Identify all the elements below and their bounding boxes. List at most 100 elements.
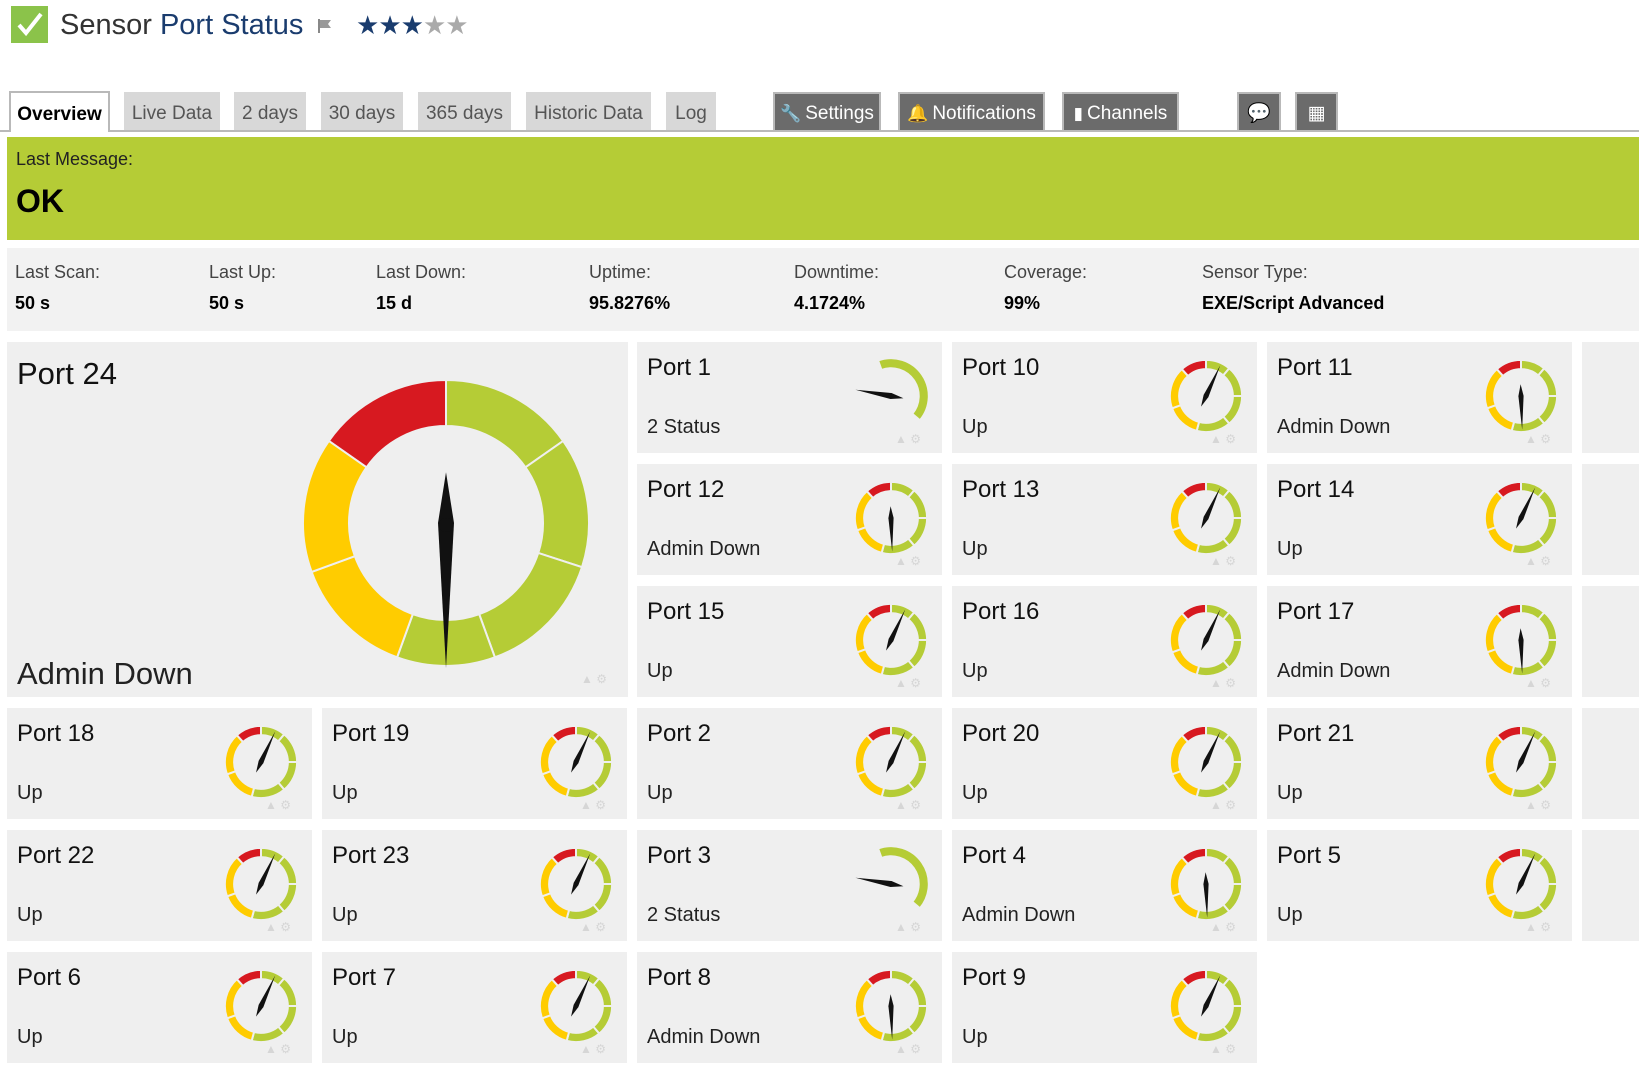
pin-settings-icon[interactable]: ▲ ⚙ (265, 920, 291, 934)
channel-tile[interactable]: Port 23 Up ▲ ⚙ (322, 830, 627, 941)
channel-gauge-icon (853, 480, 929, 556)
pin-settings-icon[interactable]: ▲ ⚙ (895, 676, 921, 690)
channel-name: Port 8 (647, 964, 712, 991)
channel-name: Port 5 (1277, 842, 1342, 869)
channel-name: Port 6 (17, 964, 82, 991)
stat-last-up: Last Up: 50 s (209, 262, 276, 314)
pin-settings-icon[interactable]: ▲ ⚙ (1525, 798, 1551, 812)
pin-settings-icon[interactable]: ▲ ⚙ (581, 672, 607, 686)
pin-settings-icon[interactable]: ▲ ⚙ (1210, 554, 1236, 568)
pin-settings-icon[interactable]: ▲ ⚙ (1210, 1042, 1236, 1056)
pin-settings-icon[interactable]: ▲ ⚙ (1210, 798, 1236, 812)
channel-tile[interactable]: Port 4 Admin Down ▲ ⚙ (952, 830, 1257, 941)
channel-gauge-icon (538, 846, 614, 922)
pin-settings-icon[interactable]: ▲ ⚙ (1525, 920, 1551, 934)
star-icon[interactable]: ★ (356, 10, 379, 40)
channel-name: Port 18 (17, 720, 95, 747)
channel-tile[interactable]: Port 5 Up ▲ ⚙ (1267, 830, 1572, 941)
stat-value: 95.8276% (589, 293, 671, 313)
channel-tile[interactable]: Port 13 Up ▲ ⚙ (952, 464, 1257, 575)
pin-settings-icon[interactable]: ▲ ⚙ (580, 798, 606, 812)
tab-log[interactable]: Log (666, 92, 716, 130)
pin-settings-icon[interactable]: ▲ ⚙ (895, 432, 921, 446)
channel-status: Up (1277, 538, 1303, 560)
pin-settings-icon[interactable]: ▲ ⚙ (1525, 676, 1551, 690)
channel-status: Up (1277, 904, 1303, 926)
wrench-icon: 🔧 (780, 104, 802, 123)
channel-name: Port 2 (647, 720, 712, 747)
tab-live-data[interactable]: Live Data (124, 92, 220, 130)
channel-tile[interactable]: Port 1 2 Status ▲ ⚙ (637, 342, 942, 453)
pin-settings-icon[interactable]: ▲ ⚙ (1210, 432, 1236, 446)
tab-2-days[interactable]: 2 days (234, 92, 306, 130)
channel-tile[interactable]: Port 12 Admin Down ▲ ⚙ (637, 464, 942, 575)
channel-name: Port 9 (962, 964, 1027, 991)
channel-tile[interactable]: Port 8 Admin Down ▲ ⚙ (637, 952, 942, 1063)
channel-tile[interactable]: Port 14 Up ▲ ⚙ (1267, 464, 1572, 575)
channel-gauge-icon (223, 724, 299, 800)
tab-30-days[interactable]: 30 days (321, 92, 403, 130)
pin-settings-icon[interactable]: ▲ ⚙ (580, 1042, 606, 1056)
pin-settings-icon[interactable]: ▲ ⚙ (1525, 554, 1551, 568)
channel-gauge-icon (1483, 602, 1559, 678)
channel-tile[interactable]: Port 10 Up ▲ ⚙ (952, 342, 1257, 453)
channel-tile[interactable]: Port 3 2 Status ▲ ⚙ (637, 830, 942, 941)
pin-settings-icon[interactable]: ▲ ⚙ (580, 920, 606, 934)
channel-gauge-icon (1168, 480, 1244, 556)
channel-name: Port 12 (647, 476, 725, 503)
channel-gauge-icon (1168, 358, 1244, 434)
channel-tile[interactable]: Port 18 Up ▲ ⚙ (7, 708, 312, 819)
pin-settings-icon[interactable]: ▲ ⚙ (265, 798, 291, 812)
channel-name: Port 4 (962, 842, 1027, 869)
channel-status: 2 Status (647, 416, 721, 438)
pin-settings-icon[interactable]: ▲ ⚙ (265, 1042, 291, 1056)
overflow-tile (1582, 464, 1639, 575)
stat-value: EXE/Script Advanced (1202, 293, 1385, 313)
settings-button[interactable]: 🔧 Settings (773, 92, 881, 130)
pin-settings-icon[interactable]: ▲ ⚙ (1525, 432, 1551, 446)
pin-settings-icon[interactable]: ▲ ⚙ (1210, 920, 1236, 934)
channel-gauge-icon (1168, 968, 1244, 1044)
channel-gauge-icon (1483, 358, 1559, 434)
pin-settings-icon[interactable]: ▲ ⚙ (895, 798, 921, 812)
sensor-status-ok-icon (11, 6, 48, 43)
channel-tile[interactable]: Port 20 Up ▲ ⚙ (952, 708, 1257, 819)
pin-settings-icon[interactable]: ▲ ⚙ (895, 554, 921, 568)
last-message-value: OK (16, 183, 64, 219)
notifications-button[interactable]: 🔔 Notifications (898, 92, 1045, 130)
channel-tile[interactable]: Port 2 Up ▲ ⚙ (637, 708, 942, 819)
channel-tile[interactable]: Port 9 Up ▲ ⚙ (952, 952, 1257, 1063)
channel-name: Port 7 (332, 964, 397, 991)
pin-settings-icon[interactable]: ▲ ⚙ (895, 1042, 921, 1056)
channel-tile[interactable]: Port 11 Admin Down ▲ ⚙ (1267, 342, 1572, 453)
channel-gauge-icon (1483, 724, 1559, 800)
history-button[interactable]: ▦ (1295, 92, 1338, 130)
channel-tile[interactable]: Port 21 Up ▲ ⚙ (1267, 708, 1572, 819)
channel-tile[interactable]: Port 22 Up ▲ ⚙ (7, 830, 312, 941)
tab-historic-data[interactable]: Historic Data (526, 92, 651, 130)
channel-tile[interactable]: Port 19 Up ▲ ⚙ (322, 708, 627, 819)
channel-gauge-icon (538, 724, 614, 800)
channel-tile[interactable]: Port 15 Up ▲ ⚙ (637, 586, 942, 697)
stat-label: Last Up: (209, 262, 277, 282)
pin-settings-icon[interactable]: ▲ ⚙ (895, 920, 921, 934)
channel-tile[interactable]: Port 6 Up ▲ ⚙ (7, 952, 312, 1063)
star-icon[interactable]: ★ (445, 10, 468, 40)
flag-icon[interactable] (317, 18, 333, 34)
comment-button[interactable]: 💬 (1237, 92, 1281, 130)
channel-tile[interactable]: Port 17 Admin Down ▲ ⚙ (1267, 586, 1572, 697)
tab-overview[interactable]: Overview (9, 91, 110, 132)
channels-button[interactable]: ▮ Channels (1062, 92, 1179, 130)
primary-channel-tile[interactable]: Port 24 Admin Down ▲ ⚙ (7, 342, 628, 697)
star-icon[interactable]: ★ (422, 10, 446, 40)
priority-stars[interactable]: ★★★★★ (356, 10, 469, 40)
channel-name: Port 15 (647, 598, 725, 625)
channel-tile[interactable]: Port 16 Up ▲ ⚙ (952, 586, 1257, 697)
channel-tile[interactable]: Port 7 Up ▲ ⚙ (322, 952, 627, 1063)
star-icon[interactable]: ★ (400, 10, 424, 40)
channel-name: Port 23 (332, 842, 410, 869)
tab-365-days[interactable]: 365 days (418, 92, 511, 130)
star-icon[interactable]: ★ (378, 10, 401, 40)
pin-settings-icon[interactable]: ▲ ⚙ (1210, 676, 1236, 690)
stat-value: 4.1724% (794, 293, 866, 313)
